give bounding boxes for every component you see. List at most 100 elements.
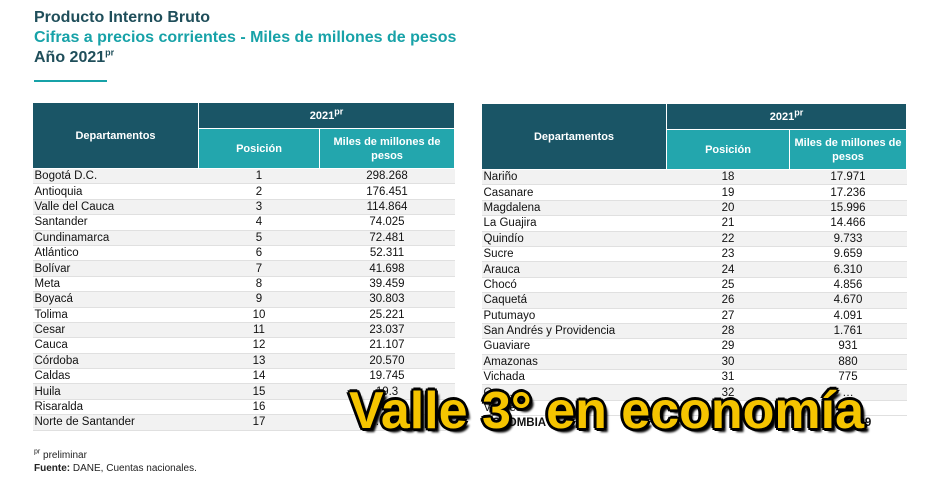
header-year-sup: pr (334, 105, 344, 116)
value-cell: 41.698 (319, 260, 455, 277)
department-name: Magdalena (481, 200, 667, 217)
table-row: Vichada 31 775 (481, 369, 907, 386)
department-name: Valle del Cauca (32, 199, 199, 216)
value-cell: 880 (789, 354, 907, 371)
position-cell: 26 (666, 292, 790, 309)
value-cell: 775 (789, 369, 907, 386)
value-cell: 14.466 (789, 215, 907, 232)
table-row: Risaralda 16 (32, 399, 455, 416)
footnote-text: preliminar (43, 450, 87, 461)
value-cell: 15.996 (789, 200, 907, 217)
position-cell: 11 (198, 322, 320, 339)
overlay-caption: Valle 3° en economía (349, 382, 865, 440)
value-cell: 931 (789, 338, 907, 355)
table-row: Chocó 25 4.856 (481, 277, 907, 294)
page-title: Producto Interno Bruto (34, 9, 210, 26)
position-cell: 4 (198, 214, 320, 231)
table-row: Guaviare 29 931 (481, 338, 907, 355)
source-text: DANE, Cuentas nacionales. (72, 463, 197, 474)
table-row: Córdoba 13 20.570 (32, 353, 455, 370)
source-label: Fuente: (34, 463, 71, 474)
value-cell: 114.864 (319, 199, 455, 216)
table-row: Sucre 23 9.659 (481, 246, 907, 263)
year-heading-text: Año 2021 (34, 49, 106, 66)
department-name: Norte de Santander (32, 414, 199, 431)
table-row: Boyacá 9 30.803 (32, 291, 455, 308)
footnote-preliminar: pr preliminar (34, 448, 87, 461)
header-year-text: 2021 (769, 110, 795, 123)
department-name: Cesar (32, 322, 199, 339)
right-gdp-table: Departamentos 2021pr Posición Miles de m… (481, 103, 908, 431)
header-year: 2021pr (197, 102, 456, 129)
department-name: Sucre (481, 246, 667, 263)
value-cell: 74.025 (319, 214, 455, 231)
table-row: Amazonas 30 880 (481, 354, 907, 371)
position-cell: 28 (666, 323, 790, 340)
table-row: Casanare 19 17.236 (481, 184, 907, 201)
table-row: Atlántico 6 52.311 (32, 245, 455, 262)
department-name: Atlántico (32, 245, 199, 262)
department-name: Caquetá (481, 292, 667, 309)
table-row: Antioquia 2 176.451 (32, 183, 455, 200)
position-cell: 23 (666, 246, 790, 263)
table-row: Caldas 14 19.745 (32, 368, 455, 385)
header-posicion: Posición (666, 129, 790, 170)
department-name: Vichada (481, 369, 667, 386)
position-cell: 24 (666, 261, 790, 278)
value-cell: 4.856 (789, 277, 907, 294)
value-cell: 72.481 (319, 230, 455, 246)
department-name: San Andrés y Providencia (481, 323, 667, 340)
department-name: Guaviare (481, 338, 667, 355)
position-cell: 2 (198, 183, 320, 200)
table-row: Cauca 12 21.107 (32, 337, 455, 354)
page-subtitle: Cifras a precios corrientes - Miles de m… (34, 29, 457, 46)
position-cell: 9 (198, 291, 320, 308)
table-row: Tolima 10 25.221 (32, 307, 455, 323)
table-row: Quindío 22 9.733 (481, 231, 907, 247)
value-cell: 4.670 (789, 292, 907, 309)
position-cell: 29 (666, 338, 790, 355)
title-underline (34, 80, 107, 82)
table-row: Vaupés (481, 400, 907, 417)
position-cell: 7 (198, 260, 320, 277)
header-year-sup: pr (794, 106, 804, 117)
department-name: Gua… (481, 384, 667, 401)
value-cell: 9.659 (789, 246, 907, 263)
position-cell: 8 (198, 276, 320, 293)
table-row: Nariño 18 17.971 (481, 169, 907, 186)
value-cell: 19.3 (319, 383, 455, 400)
table-row: Caquetá 26 4.670 (481, 292, 907, 309)
position-cell: 10 (198, 307, 320, 323)
department-name: Bogotá D.C. (32, 168, 199, 185)
table-row: Huila 15 19.3 (32, 383, 455, 400)
position-cell: 20 (666, 200, 790, 217)
position-cell: 18 (666, 169, 790, 186)
table-row: Bolívar 7 41.698 (32, 260, 455, 277)
table-row: Meta 8 39.459 (32, 276, 455, 293)
title-block: Producto Interno Bruto Cifras a precios … (34, 8, 456, 68)
header-miles: Miles de millones de pesos (318, 128, 456, 169)
table-row: Magdalena 20 15.996 (481, 200, 907, 217)
value-cell: 19.745 (319, 368, 455, 385)
value-cell: 20.570 (319, 353, 455, 370)
header-year: 2021pr (665, 103, 908, 130)
year-heading-sup: pr (105, 47, 115, 58)
value-cell: 23.037 (319, 322, 455, 339)
table-row: Arauca 24 6.310 (481, 261, 907, 278)
footnote-sup: pr (34, 448, 41, 456)
department-name: Bolívar (32, 260, 199, 277)
left-table-body: Bogotá D.C. 1 298.268 Antioquia 2 176.451 Vall… (32, 168, 455, 431)
department-name: Quindío (481, 231, 667, 247)
department-name: Meta (32, 276, 199, 293)
department-name: Boyacá (32, 291, 199, 308)
position-cell: 5 (198, 230, 320, 246)
department-name: La Guajira (481, 215, 667, 232)
position-cell: 17 (198, 414, 320, 431)
department-name: Huila (32, 383, 199, 400)
department-name: Arauca (481, 261, 667, 278)
department-name: Tolima (32, 307, 199, 323)
table-row: Cundinamarca 5 72.481 (32, 230, 455, 246)
value-cell: 17.971 (789, 169, 907, 186)
position-cell: 6 (198, 245, 320, 262)
position-cell: 32 (666, 384, 790, 401)
